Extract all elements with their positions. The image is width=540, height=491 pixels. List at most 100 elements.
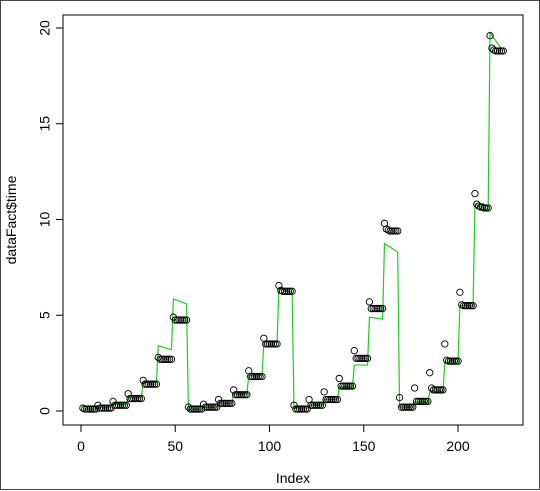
- data-point: [279, 287, 287, 295]
- data-point: [363, 354, 372, 362]
- data-point: [116, 401, 125, 409]
- data-point: [322, 395, 330, 404]
- data-point: [414, 397, 423, 406]
- data-point: [194, 405, 202, 413]
- data-point: [352, 354, 360, 362]
- data-point: [267, 340, 276, 348]
- data-point: [143, 380, 151, 388]
- data-point: [435, 386, 443, 394]
- data-point: [318, 401, 326, 409]
- data-point: [439, 386, 447, 394]
- data-point: [118, 401, 127, 409]
- data-point: [420, 397, 428, 406]
- data-point: [301, 405, 309, 413]
- data-point: [258, 372, 266, 381]
- data-point: [365, 298, 374, 306]
- data-point: [294, 405, 302, 413]
- x-tick-label: 150: [352, 438, 376, 454]
- y-tick-label: 10: [37, 212, 53, 228]
- data-point: [303, 405, 311, 413]
- data-point: [465, 302, 473, 310]
- data-point: [84, 405, 93, 413]
- data-point: [348, 382, 357, 390]
- data-point: [461, 302, 470, 310]
- data-point: [459, 302, 468, 310]
- data-point: [205, 403, 213, 411]
- data-point: [133, 394, 142, 403]
- data-point: [444, 357, 453, 365]
- data-point: [254, 372, 262, 381]
- data-point: [326, 395, 334, 404]
- data-point: [329, 395, 338, 404]
- data-point: [252, 372, 260, 381]
- data-point: [171, 316, 179, 324]
- data-point: [311, 401, 319, 409]
- data-point: [233, 391, 242, 399]
- data-point: [167, 355, 176, 363]
- y-axis: 0 5 10 15 20: [37, 20, 64, 415]
- data-point: [426, 369, 434, 377]
- data-point: [213, 403, 221, 411]
- data-point: [164, 355, 172, 363]
- data-point: [239, 391, 247, 399]
- data-point: [263, 340, 272, 348]
- data-point: [207, 403, 215, 411]
- data-point: [156, 355, 164, 363]
- data-point: [105, 404, 113, 412]
- data-point: [188, 405, 196, 413]
- data-point: [132, 394, 140, 403]
- data-point: [296, 405, 304, 413]
- data-point: [201, 403, 210, 411]
- x-axis: 0 50 100 150 200: [77, 424, 470, 454]
- x-axis-title: Index: [276, 470, 310, 486]
- data-point: [331, 395, 340, 404]
- data-point: [273, 340, 281, 348]
- data-point: [482, 204, 490, 212]
- data-point: [416, 397, 424, 406]
- data-point: [371, 304, 379, 313]
- data-point: [350, 347, 358, 355]
- data-point: [203, 403, 211, 411]
- data-point: [346, 382, 355, 390]
- data-point: [422, 397, 430, 406]
- y-tick-label: 15: [37, 116, 53, 132]
- data-points-layer: [79, 32, 507, 413]
- data-point: [448, 357, 456, 365]
- data-point: [158, 355, 166, 363]
- data-point: [394, 227, 402, 235]
- data-point: [262, 340, 270, 348]
- data-point: [139, 376, 147, 385]
- data-point: [377, 304, 385, 313]
- data-point: [328, 395, 336, 404]
- data-point: [182, 316, 191, 324]
- data-point: [162, 355, 170, 363]
- data-point: [401, 403, 409, 411]
- data-point: [86, 405, 95, 413]
- data-point: [135, 394, 144, 403]
- data-point: [299, 405, 308, 413]
- x-tick-label: 100: [258, 438, 282, 454]
- data-point: [410, 384, 419, 392]
- data-point: [450, 357, 458, 365]
- data-point: [126, 394, 134, 403]
- y-tick-label: 5: [37, 311, 53, 319]
- data-point: [83, 405, 91, 413]
- data-point: [431, 386, 440, 394]
- data-point: [339, 382, 347, 390]
- data-point: [390, 227, 398, 235]
- data-point: [145, 380, 153, 388]
- data-point: [186, 405, 194, 413]
- data-point: [403, 403, 411, 411]
- data-point: [307, 401, 315, 409]
- data-point: [399, 403, 407, 411]
- data-point: [141, 380, 149, 388]
- data-point: [405, 403, 413, 411]
- data-point: [418, 397, 426, 406]
- data-point: [81, 405, 89, 413]
- data-point: [369, 304, 377, 313]
- data-point: [392, 227, 400, 235]
- data-point: [484, 204, 492, 212]
- data-point: [433, 386, 441, 394]
- data-point: [324, 395, 332, 404]
- data-point: [360, 354, 368, 362]
